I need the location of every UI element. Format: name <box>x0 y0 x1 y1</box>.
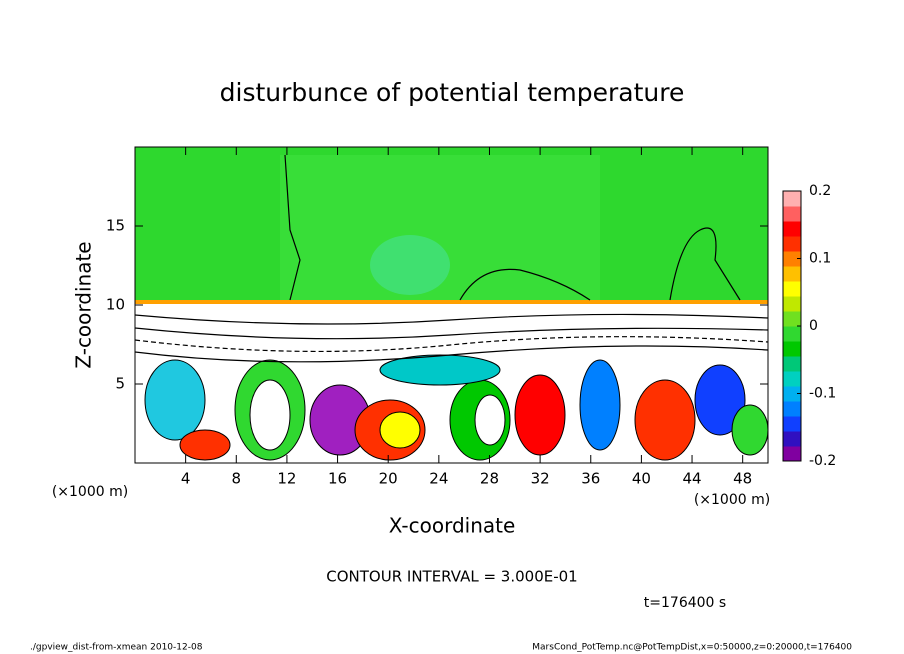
colorbar-swatch <box>783 446 801 462</box>
colorbar-tick-label: -0.2 <box>809 453 836 469</box>
x-tick-label: 40 <box>632 470 651 488</box>
x-tick-label: 12 <box>277 470 296 488</box>
colorbar-swatch <box>783 311 801 327</box>
x-tick-label: 48 <box>733 470 752 488</box>
x-tick-label: 20 <box>379 470 398 488</box>
field <box>135 147 768 463</box>
x-tick-label: 24 <box>429 470 448 488</box>
colorbar-swatch <box>783 341 801 357</box>
colorbar-swatch <box>783 281 801 297</box>
colorbar-tick-label: -0.1 <box>809 386 836 402</box>
y-label: Z-coordinate <box>72 241 96 368</box>
time-label: t=176400 s <box>644 595 726 611</box>
colorbar-swatch <box>783 191 801 207</box>
x-tick-label: 28 <box>480 470 499 488</box>
x-tick-label: 36 <box>581 470 600 488</box>
colorbar-swatch <box>783 401 801 417</box>
x-tick-label: 4 <box>181 470 191 488</box>
colorbar-swatch <box>783 431 801 447</box>
boundary <box>135 300 768 304</box>
y-tick-label: 10 <box>106 296 125 314</box>
colorbar-swatch <box>783 326 801 342</box>
chart-title: disturbunce of potential temperature <box>220 78 685 107</box>
x-tick-label: 44 <box>682 470 701 488</box>
x-tick-label: 16 <box>328 470 347 488</box>
x-label: X-coordinate <box>389 514 516 538</box>
colorbar-swatch <box>783 206 801 222</box>
colorbar-swatch <box>783 416 801 432</box>
colorbar-swatch <box>783 236 801 252</box>
upper-patch <box>370 235 450 295</box>
contour-lines <box>135 154 768 363</box>
footer-left: ./gpview_dist-from-xmean 2010-12-08 <box>30 643 203 653</box>
y-tick-label: 15 <box>106 217 125 235</box>
colorbar-swatch <box>783 221 801 237</box>
colorbar-swatch <box>783 356 801 372</box>
colorbar-swatch <box>783 371 801 387</box>
contour-interval: CONTOUR INTERVAL = 3.000E-01 <box>326 568 577 586</box>
x-tick-label: 8 <box>232 470 242 488</box>
blobs <box>144 354 768 461</box>
colorbar-swatch <box>783 266 801 282</box>
colorbar-tick-label: 0.2 <box>809 183 831 199</box>
colorbar-swatch <box>783 296 801 312</box>
footer-right: MarsCond_PotTemp.nc@PotTempDist,x=0:5000… <box>532 643 852 653</box>
colorbar-tick-label: 0.1 <box>809 251 831 267</box>
colorbar-tick-label: 0 <box>809 318 818 334</box>
x-tick-label: 32 <box>531 470 550 488</box>
colorbar-swatch <box>783 251 801 267</box>
y-unit: (×1000 m) <box>52 484 128 500</box>
colorbar-swatch <box>783 386 801 402</box>
y-tick-label: 5 <box>115 375 125 393</box>
x-unit: (×1000 m) <box>694 492 770 508</box>
